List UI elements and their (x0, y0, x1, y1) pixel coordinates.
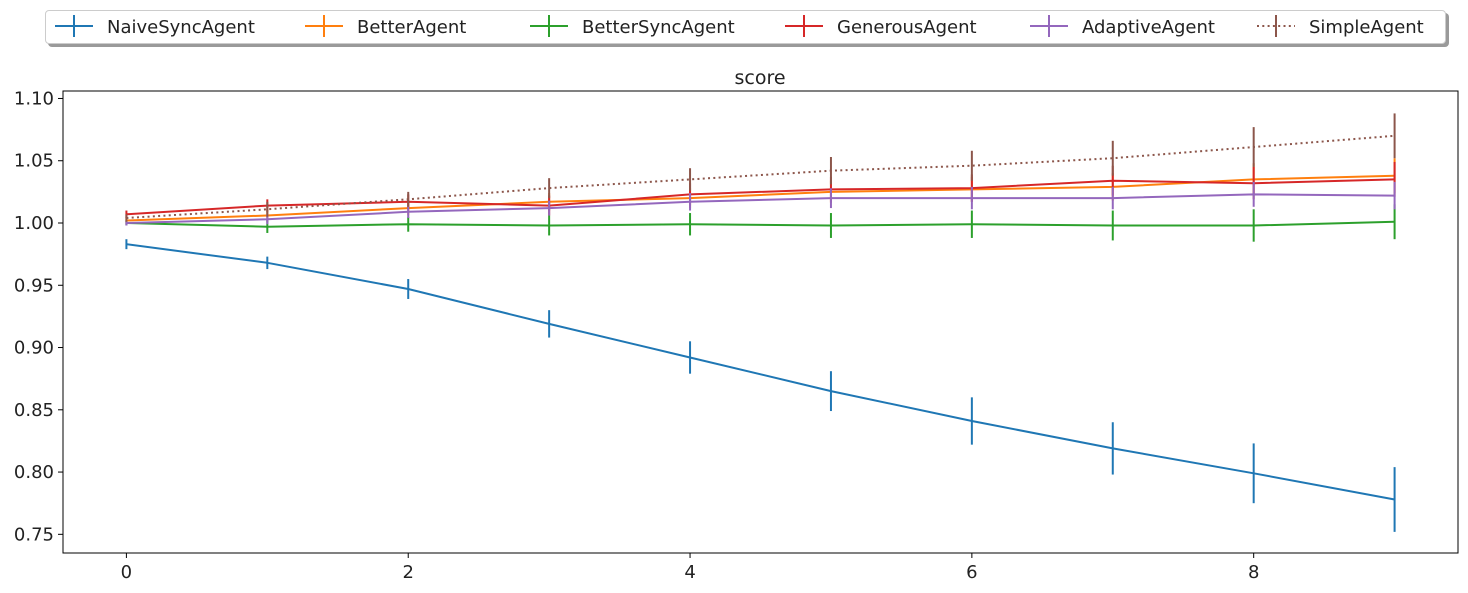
legend-item-simpleagent: SimpleAgent (1257, 15, 1424, 38)
x-tick-label: 2 (403, 562, 414, 583)
legend-item-generousagent: GenerousAgent (785, 15, 977, 38)
y-tick-label: 0.90 (14, 338, 54, 359)
series-generousagent (125, 161, 1396, 219)
y-tick-label: 1.00 (14, 213, 54, 234)
series-line (126, 178, 1395, 216)
series-naivesyncagent (125, 239, 1396, 532)
y-tick-label: 0.80 (14, 462, 54, 483)
legend-frame (45, 10, 1446, 44)
axes: 0 2 4 6 8 0.75 0.80 0.85 0.90 0.95 1.00 1.05 1.10 (14, 88, 1459, 583)
y-tick-label: 1.05 (14, 151, 54, 172)
legend-label: SimpleAgent (1309, 17, 1424, 38)
legend-label: AdaptiveAgent (1082, 17, 1215, 38)
x-tick-label: 0 (121, 562, 132, 583)
x-tick-label: 6 (966, 562, 977, 583)
legend: NaiveSyncAgent BetterAgent BetterSyncAgent… (55, 15, 1424, 38)
legend-item-bettersyncagent: BetterSyncAgent (530, 15, 735, 38)
plot-frame (62, 90, 1459, 554)
y-tick-label: 0.85 (14, 400, 54, 421)
legend-label: NaiveSyncAgent (107, 17, 255, 38)
series-simpleagent (125, 113, 1396, 222)
series-line (126, 174, 1395, 222)
legend-label: BetterAgent (357, 17, 466, 38)
series-line (126, 193, 1395, 224)
series-line (126, 134, 1395, 219)
x-tick-label: 8 (1248, 562, 1259, 583)
y-tick-label: 0.75 (14, 524, 54, 545)
y-tick-label: 0.95 (14, 275, 54, 296)
series-bettersyncagent (125, 204, 1396, 242)
plot-area (125, 113, 1396, 532)
legend-label: BetterSyncAgent (582, 17, 735, 38)
legend-label: GenerousAgent (837, 17, 977, 38)
series-line (126, 243, 1395, 501)
chart-title: score (734, 67, 785, 89)
legend-item-naivesyncagent: NaiveSyncAgent (55, 15, 255, 38)
x-tick-label: 4 (684, 562, 695, 583)
y-tick-label: 1.10 (14, 88, 54, 109)
legend-item-betteragent: BetterAgent (305, 15, 466, 38)
series-line (126, 220, 1395, 228)
legend-item-adaptiveagent: AdaptiveAgent (1030, 15, 1215, 38)
